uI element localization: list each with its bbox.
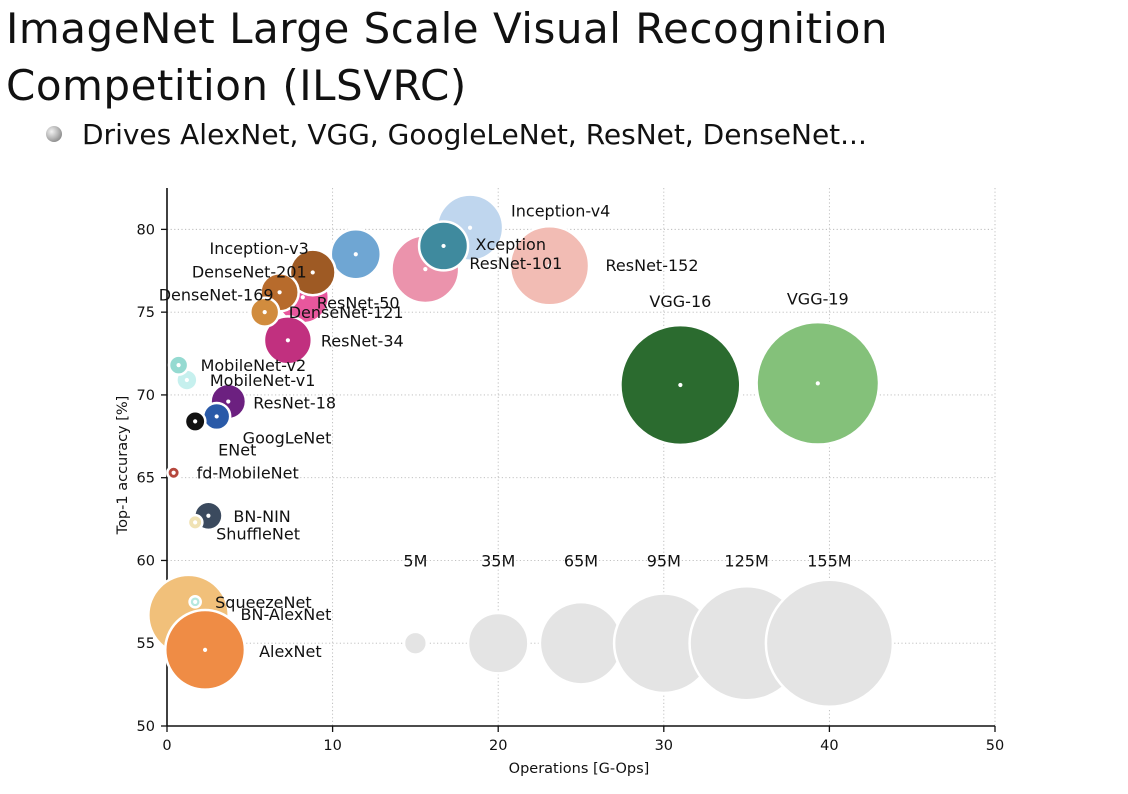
- bullet-text: Drives AlexNet, VGG, GoogleLeNet, ResNet…: [82, 117, 867, 151]
- bubble-center-resnet-18: [226, 399, 231, 404]
- bubble-center-densenet-121: [262, 310, 267, 315]
- x-tick-label-30: 30: [655, 738, 673, 754]
- bubble-label-densenet-201: DenseNet-201: [192, 262, 307, 281]
- bubble-label-inception-v3: Inception-v3: [209, 239, 308, 258]
- bubble-center-bn-nin: [206, 513, 211, 518]
- x-tick-label-50: 50: [986, 738, 1004, 754]
- size-legend-label-125m: 125M: [724, 551, 768, 570]
- slide-title: ImageNet Large Scale Visual Recognition …: [6, 0, 1116, 114]
- bubble-label-squeezenet: SqueezeNet: [215, 593, 311, 612]
- y-tick-label-75: 75: [137, 305, 155, 321]
- x-tick-label-40: 40: [820, 738, 838, 754]
- bubble-label-resnet-34: ResNet-34: [321, 331, 404, 350]
- bubble-center-googlenet: [214, 414, 219, 419]
- y-tick-label-50: 50: [137, 719, 155, 735]
- bubble-label-vgg-16: VGG-16: [649, 292, 711, 311]
- size-legend-label-95m: 95M: [647, 551, 681, 570]
- bubble-label-vgg-19: VGG-19: [787, 289, 849, 308]
- bullet-item: Drives AlexNet, VGG, GoogleLeNet, ResNet…: [46, 114, 867, 154]
- bubble-center-vgg-19: [815, 381, 820, 386]
- y-tick-label-80: 80: [137, 222, 155, 238]
- size-legend-bubble-5m: [402, 630, 429, 656]
- bubble-label-resnet-18: ResNet-18: [253, 394, 336, 413]
- bubbles: [147, 193, 881, 691]
- y-tick-label-70: 70: [137, 388, 155, 404]
- bubble-label-resnet-50: ResNet-50: [317, 293, 400, 312]
- bubble-center-alexnet: [202, 647, 208, 652]
- bubble-center-inception-v3: [353, 252, 358, 257]
- bubble-center-resnet-50: [300, 295, 305, 300]
- size-legend-label-5m: 5M: [403, 551, 427, 570]
- bubble-center-enet: [193, 419, 198, 424]
- bubble-label-bn-alexnet: BN-AlexNet: [241, 605, 332, 624]
- size-legend-bubble-65m: [538, 600, 624, 686]
- bubble-label-densenet-121: DenseNet-121: [289, 303, 404, 322]
- bubble-center-mobilenet-v2: [176, 363, 181, 368]
- bubble-center-fd-mobilenet: [171, 470, 176, 475]
- slide-title-line-1: ImageNet Large Scale Visual Recognition: [6, 4, 889, 53]
- bubble-label-densenet-169: DenseNet-169: [159, 285, 274, 304]
- bubble-center-squeezenet: [193, 599, 198, 604]
- size-legend-label-65m: 65M: [564, 551, 598, 570]
- bubble-label-mobilenet-v2: MobileNet-v2: [201, 356, 307, 375]
- bubble-label-fd-mobilenet: fd-MobileNet: [197, 464, 299, 483]
- x-axis-title: Operations [G-Ops]: [509, 761, 650, 777]
- bubble-center-resnet-152: [547, 263, 552, 268]
- y-tick-label-55: 55: [137, 636, 155, 652]
- bubble-label-shufflenet: ShuffleNet: [216, 524, 300, 543]
- bubble-label-resnet-152: ResNet-152: [606, 256, 699, 275]
- bubble-label-alexnet: AlexNet: [259, 642, 322, 661]
- bubble-label-resnet-101: ResNet-101: [469, 254, 562, 273]
- bubble-label-xception: Xception: [476, 235, 546, 254]
- bubble-label-googlenet: GoogLeNet: [243, 428, 332, 447]
- bubble-center-vgg-16: [678, 382, 683, 388]
- size-legend: 5M 35M 65M 95M 125M 155M: [402, 551, 895, 708]
- bubble-center-shufflenet: [193, 520, 198, 525]
- bubble-center-resnet-101: [423, 267, 428, 272]
- x-tick-label-20: 20: [489, 738, 507, 754]
- size-legend-label-35m: 35M: [481, 551, 515, 570]
- y-tick-label-60: 60: [137, 553, 155, 569]
- size-legend-bubble-155m: [764, 578, 895, 708]
- bubble-label-enet: ENet: [218, 440, 256, 459]
- size-legend-label-155m: 155M: [807, 551, 851, 570]
- bubble-center-densenet-169: [277, 290, 282, 295]
- y-axis-title: Top-1 accuracy [%]: [115, 396, 131, 536]
- x-tick-label-0: 0: [162, 738, 171, 754]
- slide-title-line-2: Competition (ILSVRC): [6, 61, 467, 110]
- size-legend-bubble-35m: [466, 611, 530, 675]
- bubble-center-mobilenet-v1: [184, 377, 189, 383]
- bubble-label-mobilenet-v1: MobileNet-v1: [210, 371, 316, 390]
- bubble-center-resnet-34: [285, 338, 290, 343]
- bubble-center-densenet-201: [310, 270, 315, 275]
- bubble-center-xception: [441, 243, 446, 249]
- bubble-center-inception-v4: [467, 225, 473, 230]
- axes: 0 10 20 30 40 50 50 55 60 65 70 75 80 Operations [G-O…: [115, 188, 1004, 777]
- y-tick-label-65: 65: [137, 471, 155, 487]
- bubble-label-inception-v4: Inception-v4: [511, 202, 610, 221]
- x-tick-label-10: 10: [323, 738, 341, 754]
- bubble-label-bn-nin: BN-NIN: [233, 507, 290, 526]
- bullet-dot-icon: [46, 126, 62, 142]
